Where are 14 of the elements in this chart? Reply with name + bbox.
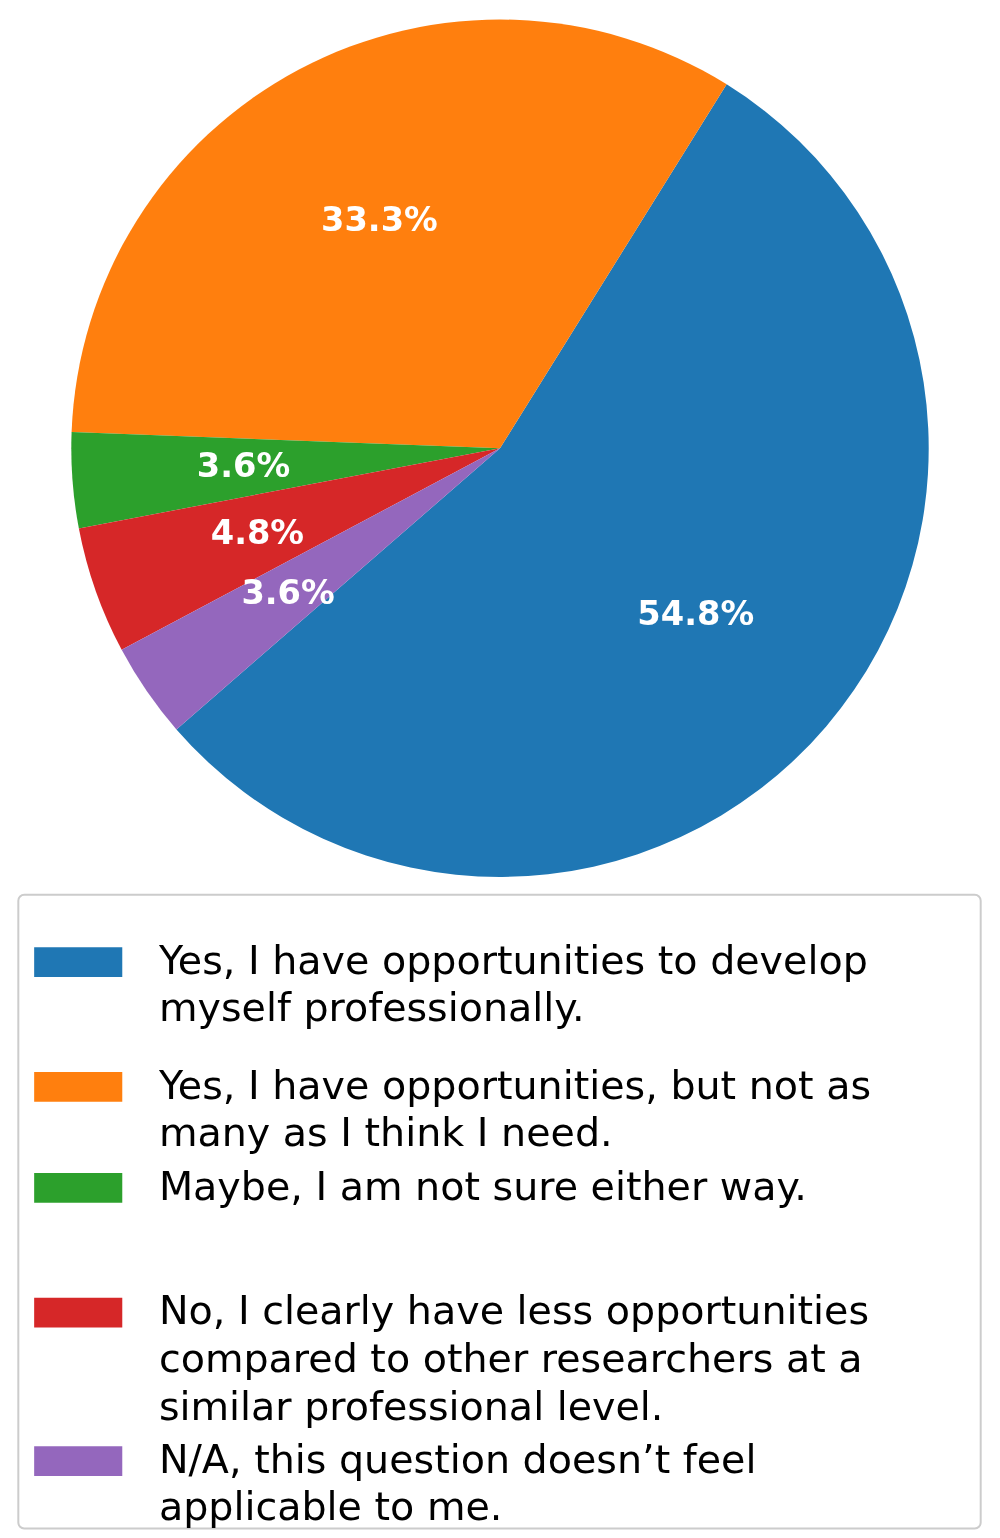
pie-slice: [71, 20, 727, 449]
legend-label: Yes, I have opportunities, but not as many as I think I need.: [157, 1061, 872, 1156]
pie-slice: [121, 448, 500, 730]
data-label: 54.8%: [637, 594, 755, 634]
data-label: 3.6%: [196, 446, 291, 486]
data-label: 4.8%: [210, 512, 305, 552]
legend-label: N/A, this question doesn’t feel applicable to me.: [158, 1435, 757, 1530]
pie-slice: [78, 448, 500, 650]
data-label: 3.6%: [241, 572, 335, 612]
legend-label: Yes, I have opportunities to develop myself professionally.: [157, 936, 868, 1031]
legend-label: No, I clearly have less opportunities compared to other researchers at a similar professional level.: [158, 1287, 870, 1429]
data-label: 33.3%: [321, 199, 438, 239]
pie-slice: [176, 84, 929, 877]
legend-label: Maybe, I am not sure either way.: [158, 1162, 807, 1209]
